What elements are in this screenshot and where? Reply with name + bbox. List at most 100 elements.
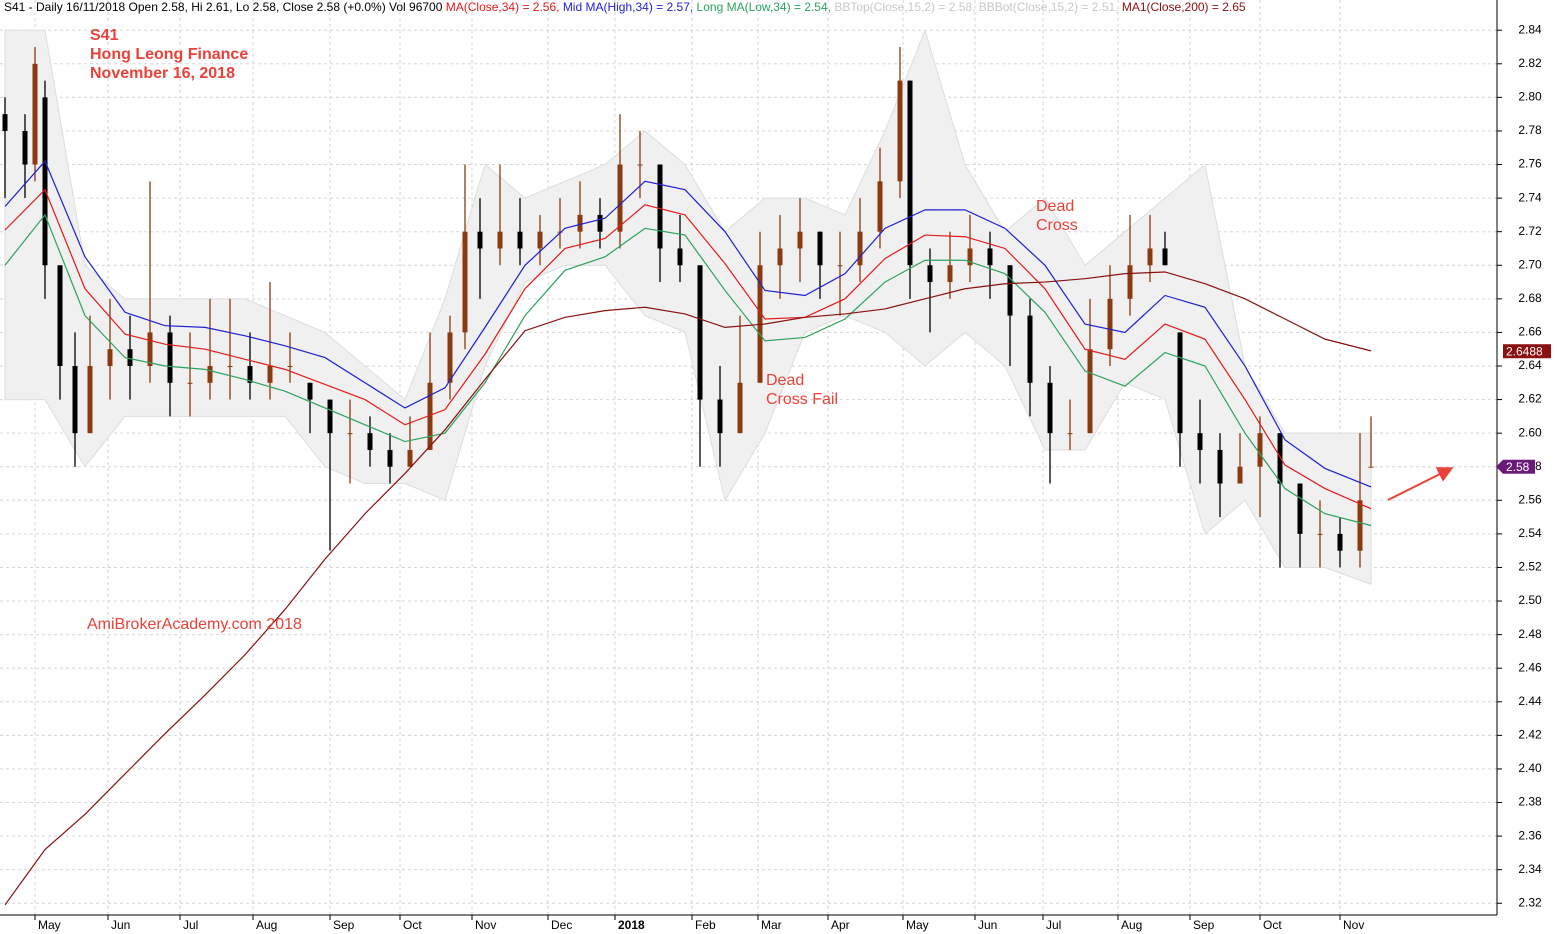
title-code: S41: [90, 27, 119, 44]
y-tick-label: 2.46: [1518, 660, 1542, 674]
candle-body: [387, 449, 393, 467]
last-value-label: 2.6488: [1506, 344, 1543, 358]
x-tick-label: Feb: [695, 918, 716, 932]
candle-body: [1297, 483, 1303, 534]
candle-body: [477, 231, 483, 249]
candle-body: [287, 366, 293, 367]
candle-body: [247, 366, 253, 383]
header-part: MA1(Close,200) = 2.65: [1122, 0, 1246, 14]
y-tick-label: 2.66: [1518, 325, 1542, 339]
candle-body: [1337, 533, 1343, 551]
candle-body: [1237, 466, 1243, 484]
candle-body: [22, 130, 28, 165]
candle-body: [597, 214, 603, 232]
y-tick-label: 2.70: [1518, 257, 1542, 271]
candle-body: [2, 114, 8, 131]
candle-body: [897, 80, 903, 182]
candle-body: [1357, 500, 1363, 551]
x-tick-label: Nov: [475, 918, 496, 932]
candle-body: [1217, 449, 1223, 484]
candle-body: [577, 214, 583, 232]
candle-body: [797, 231, 803, 249]
candle-body: [187, 382, 193, 384]
candle-body: [347, 433, 353, 435]
x-tick-label: Jun: [978, 918, 997, 932]
candle-body: [1177, 332, 1183, 434]
y-tick-label: 2.68: [1518, 291, 1542, 305]
header: S41 - Daily 16/11/2018 Open 2.58, Hi 2.6…: [4, 0, 1246, 14]
candle-body: [637, 164, 643, 166]
candle-body: [817, 231, 823, 266]
candle-body: [1317, 533, 1323, 535]
x-tick-label: Jun: [111, 918, 130, 932]
arrow: [1387, 467, 1454, 501]
annotation: Dead: [766, 372, 804, 389]
plot: [2, 28, 1374, 906]
y-tick-label: 2.72: [1518, 224, 1542, 238]
y-tick-label: 2.34: [1518, 862, 1542, 876]
x-tick-label: May: [906, 918, 929, 932]
x-tick-label: Jul: [183, 918, 198, 932]
candle-body: [967, 248, 973, 266]
candle-body: [737, 382, 743, 434]
x-tick-label: Aug: [256, 918, 277, 932]
header-part: Long MA(Low,34) = 2.54,: [697, 0, 831, 14]
annotation: Dead: [1036, 198, 1074, 215]
ma-line: [4, 271, 1372, 906]
candle-body: [42, 97, 48, 266]
x-tick-label: Oct: [403, 918, 422, 932]
candle-body: [1127, 265, 1133, 299]
candle-body: [327, 399, 333, 434]
candle-body: [537, 231, 543, 249]
candle-body: [777, 248, 783, 266]
y-tick-label: 2.36: [1518, 828, 1542, 842]
candle-body: [497, 231, 503, 249]
ma-line: [4, 213, 1372, 527]
candle-body: [907, 80, 913, 266]
y-tick-label: 2.84: [1518, 22, 1542, 36]
x-tick-label: Sep: [1193, 918, 1215, 932]
candle-body: [1107, 298, 1113, 350]
candle-body: [1277, 433, 1283, 484]
x-tick-label: Aug: [1121, 918, 1142, 932]
candle-body: [947, 265, 953, 283]
x-tick-label: May: [38, 918, 61, 932]
candle-body: [57, 265, 63, 366]
header-part: BBBot(Close,15,2) = 2.51,: [979, 0, 1119, 14]
watermark: AmiBrokerAcademy.com 2018: [87, 616, 302, 633]
ma-line: [4, 188, 1372, 510]
candle-body: [367, 433, 373, 450]
candle-body: [427, 382, 433, 450]
candle-body: [167, 332, 173, 383]
candle-body: [987, 248, 993, 266]
candle-body: [657, 164, 663, 249]
last-value-box: [1503, 459, 1535, 474]
candle-body: [1368, 466, 1374, 468]
candle-body: [447, 332, 453, 383]
title-date: November 16, 2018: [90, 65, 235, 82]
candle-body: [1197, 433, 1203, 450]
y-tick-label: 2.42: [1518, 728, 1542, 742]
candle-body: [1047, 382, 1053, 434]
candle-body: [1087, 349, 1093, 434]
candle-body: [1027, 315, 1033, 383]
candle-body: [1257, 433, 1263, 467]
candle-body: [837, 265, 843, 267]
y-tick-label: 2.44: [1518, 694, 1542, 708]
x-tick-label: 2018: [618, 918, 645, 932]
candle-body: [207, 366, 213, 383]
header-part: S41 - Daily 16/11/2018 Open 2.58, Hi 2.6…: [4, 0, 443, 14]
x-tick-label: Sep: [333, 918, 355, 932]
x-tick-label: Oct: [1263, 918, 1282, 932]
candle-body: [1162, 248, 1168, 266]
y-tick-label: 2.76: [1518, 157, 1542, 171]
header-part: Mid MA(High,34) = 2.57,: [563, 0, 693, 14]
y-tick-label: 2.60: [1518, 425, 1542, 439]
x-tick-label: Apr: [831, 918, 850, 932]
candle-body: [87, 366, 93, 434]
candle-body: [1007, 265, 1013, 316]
y-tick-label: 2.64: [1518, 358, 1542, 372]
y-tick-label: 2.54: [1518, 526, 1542, 540]
header-part: BBTop(Close,15,2) = 2.58,: [834, 0, 975, 14]
